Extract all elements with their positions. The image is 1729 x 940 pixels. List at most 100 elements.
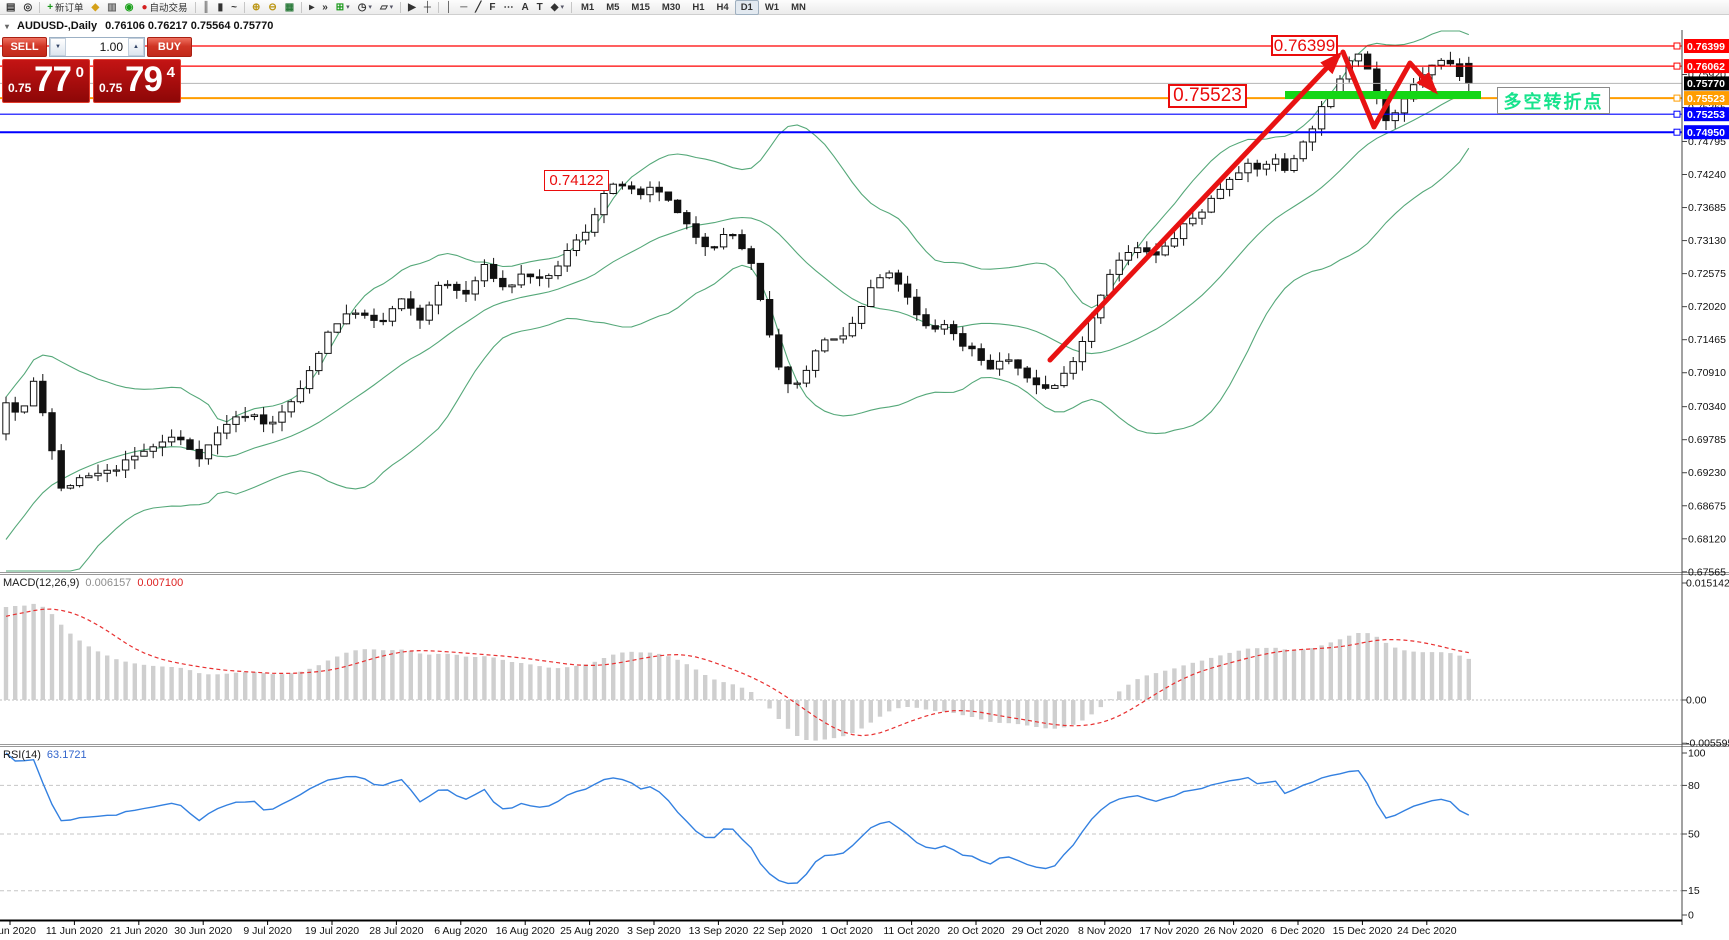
chart-shift-icon: »: [322, 1, 328, 13]
svg-text:0.75770: 0.75770: [1687, 78, 1725, 90]
bollinger-middle-band: [5, 90, 1470, 540]
timeframe-m5-button[interactable]: M5: [606, 1, 620, 13]
charts-grid-icon: ▤: [6, 1, 16, 13]
buy-price-big-digits: 79: [125, 60, 163, 99]
auto-scroll-button[interactable]: ▸: [305, 0, 318, 15]
svg-text:0.67565: 0.67565: [1688, 566, 1726, 578]
svg-text:0.00: 0.00: [1686, 695, 1707, 707]
buy-button[interactable]: BUY: [147, 37, 192, 57]
timeframe-m1-button[interactable]: M1: [581, 1, 595, 13]
chart-shift-button[interactable]: »: [318, 0, 332, 15]
svg-text:6 Aug 2020: 6 Aug 2020: [434, 925, 487, 937]
candle-chart-icon: ▮: [217, 1, 224, 13]
turning-point-note[interactable]: 多空转折点: [1497, 87, 1610, 114]
svg-text:0.70910: 0.70910: [1688, 367, 1726, 379]
auto-trading-label: 自动交易: [149, 3, 188, 14]
charts-grid-button[interactable]: ▤: [2, 0, 19, 15]
timeframe-h1-button[interactable]: H1: [692, 1, 705, 13]
sell-price-big-digits: 77: [34, 60, 72, 99]
history-center-button[interactable]: ◆: [88, 0, 104, 15]
zoom-in-button[interactable]: ⊕: [248, 0, 264, 15]
new-order-label: 新订单: [55, 3, 84, 14]
timeframe-h4-button[interactable]: H4: [716, 1, 729, 13]
buy-price-prefix: 0.75: [99, 81, 123, 95]
tile-windows-button[interactable]: ▦: [281, 0, 298, 15]
svg-text:24 Dec 2020: 24 Dec 2020: [1397, 925, 1457, 937]
timeframe-m15-button[interactable]: M15: [631, 1, 650, 13]
svg-text:9 Jul 2020: 9 Jul 2020: [243, 925, 292, 937]
volume-increase-button[interactable]: ▲: [128, 38, 144, 56]
chart-ohlc-readout: 0.76106 0.76217 0.75564 0.75770: [105, 20, 274, 32]
svg-text:8 Nov 2020: 8 Nov 2020: [1078, 925, 1132, 937]
toolbar-separator: [194, 1, 196, 13]
support-zone-band[interactable]: [1285, 91, 1481, 99]
arrows-button[interactable]: ◆ ▾: [547, 0, 568, 15]
chart-window-header: ▾ AUDUSD-,Daily 0.76106 0.76217 0.75564 …: [5, 20, 273, 32]
candle-chart-button[interactable]: ▮: [214, 0, 228, 15]
timeframe-w1-button[interactable]: W1: [764, 1, 780, 13]
chart-title: AUDUSD-,Daily: [17, 20, 98, 32]
signals-button[interactable]: ◉: [121, 0, 138, 15]
bollinger-lower-band: [6, 147, 1470, 572]
svg-text:6 Dec 2020: 6 Dec 2020: [1271, 925, 1325, 937]
volume-decrease-button[interactable]: ▼: [50, 38, 66, 56]
crosshair-button[interactable]: ┼: [420, 0, 435, 15]
candlesticks: [2, 51, 1473, 492]
trend-line-button[interactable]: ╱: [471, 0, 485, 15]
sell-price-display[interactable]: 0.75 77 0: [2, 59, 90, 103]
channel-icon: ⋯: [503, 1, 514, 13]
price-level-lines[interactable]: [0, 45, 1682, 134]
bar-chart-button[interactable]: ║: [199, 0, 214, 15]
text-label-button[interactable]: T: [533, 0, 547, 15]
svg-text:0.72020: 0.72020: [1688, 301, 1726, 313]
cursor-button[interactable]: ▶: [404, 0, 420, 15]
data-window-button[interactable]: ◎: [19, 0, 36, 15]
bar-chart-icon: ║: [202, 1, 210, 13]
svg-text:100: 100: [1688, 748, 1706, 760]
support-price-annotation[interactable]: 0.75523: [1168, 84, 1247, 108]
new-order-icon: +: [47, 1, 54, 13]
templates-button[interactable]: ▱ ▾: [376, 0, 397, 15]
market-watch-button[interactable]: ▥: [103, 0, 120, 15]
new-order-button[interactable]: + 新订单: [43, 0, 87, 15]
volume-input[interactable]: 1.00: [99, 40, 123, 54]
timeframe-d1-button[interactable]: D1: [734, 0, 759, 15]
auto-trading-button[interactable]: ● 自动交易: [137, 0, 191, 15]
macd-histogram: [3, 603, 1471, 741]
chevron-down-icon: ▾: [560, 4, 564, 11]
svg-text:15: 15: [1688, 885, 1700, 897]
trend-arrows[interactable]: [1047, 49, 1438, 363]
toolbar-separator: [571, 1, 572, 13]
channel-button[interactable]: ⋯: [499, 0, 517, 15]
zoom-out-button[interactable]: ⊖: [264, 0, 280, 15]
vertical-line-button[interactable]: │: [442, 0, 456, 15]
horizontal-line-button[interactable]: ─: [456, 0, 471, 15]
svg-text:19 Jul 2020: 19 Jul 2020: [305, 925, 359, 937]
macd-signal-value: 0.007100: [137, 577, 184, 589]
fibonacci-button[interactable]: F: [485, 0, 499, 15]
chevron-down-icon: ▾: [346, 4, 350, 11]
timeframe-mn-button[interactable]: MN: [791, 1, 806, 13]
rsi-value: 63.1721: [46, 749, 87, 761]
toolbar-separator: [400, 1, 402, 13]
svg-text:21 Jun 2020: 21 Jun 2020: [110, 925, 168, 937]
svg-text:0.69785: 0.69785: [1688, 434, 1726, 446]
buy-price-display[interactable]: 0.75 79 4: [93, 59, 181, 103]
svg-text:13 Sep 2020: 13 Sep 2020: [689, 925, 749, 937]
arrows-icon: ◆: [550, 1, 559, 13]
peak-price-annotation[interactable]: 0.76399: [1271, 35, 1338, 56]
indicators-button[interactable]: ⊞ ▾: [332, 0, 354, 15]
sell-button[interactable]: SELL: [2, 37, 47, 57]
august-high-price-annotation[interactable]: 0.74122: [544, 170, 609, 191]
svg-text:1 Jun 2020: 1 Jun 2020: [0, 925, 36, 937]
line-chart-button[interactable]: ~: [227, 0, 241, 15]
timeframe-m30-button[interactable]: M30: [661, 1, 681, 13]
svg-text:0.75253: 0.75253: [1687, 109, 1725, 121]
text-button[interactable]: A: [517, 0, 532, 15]
history-center-icon: ◆: [91, 1, 100, 13]
sell-price-prefix: 0.75: [8, 81, 32, 95]
svg-text:0.73685: 0.73685: [1688, 202, 1726, 214]
vertical-line-icon: │: [445, 1, 453, 13]
periods-button[interactable]: ◷ ▾: [354, 0, 376, 15]
